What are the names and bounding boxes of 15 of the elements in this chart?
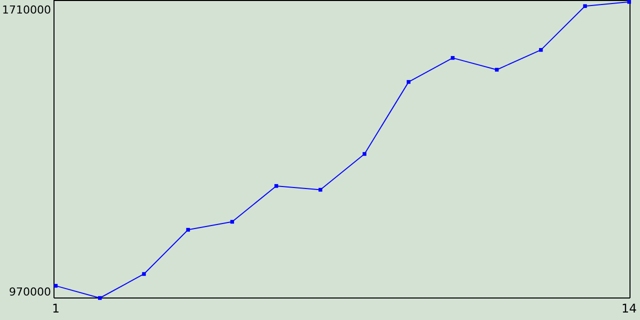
- y-tick-label: 1710000: [2, 3, 51, 16]
- point: [539, 48, 543, 52]
- x-tick-label: 1: [52, 302, 60, 316]
- point: [406, 80, 410, 84]
- point: [450, 56, 455, 60]
- point: [186, 228, 190, 232]
- point: [627, 0, 631, 4]
- point: [274, 184, 278, 188]
- point: [583, 4, 587, 8]
- point: [318, 188, 322, 192]
- x-tick-label: 14: [621, 302, 637, 316]
- point: [142, 272, 146, 276]
- point: [362, 152, 366, 156]
- y-tick-label: 970000: [9, 285, 51, 298]
- point: [98, 296, 102, 300]
